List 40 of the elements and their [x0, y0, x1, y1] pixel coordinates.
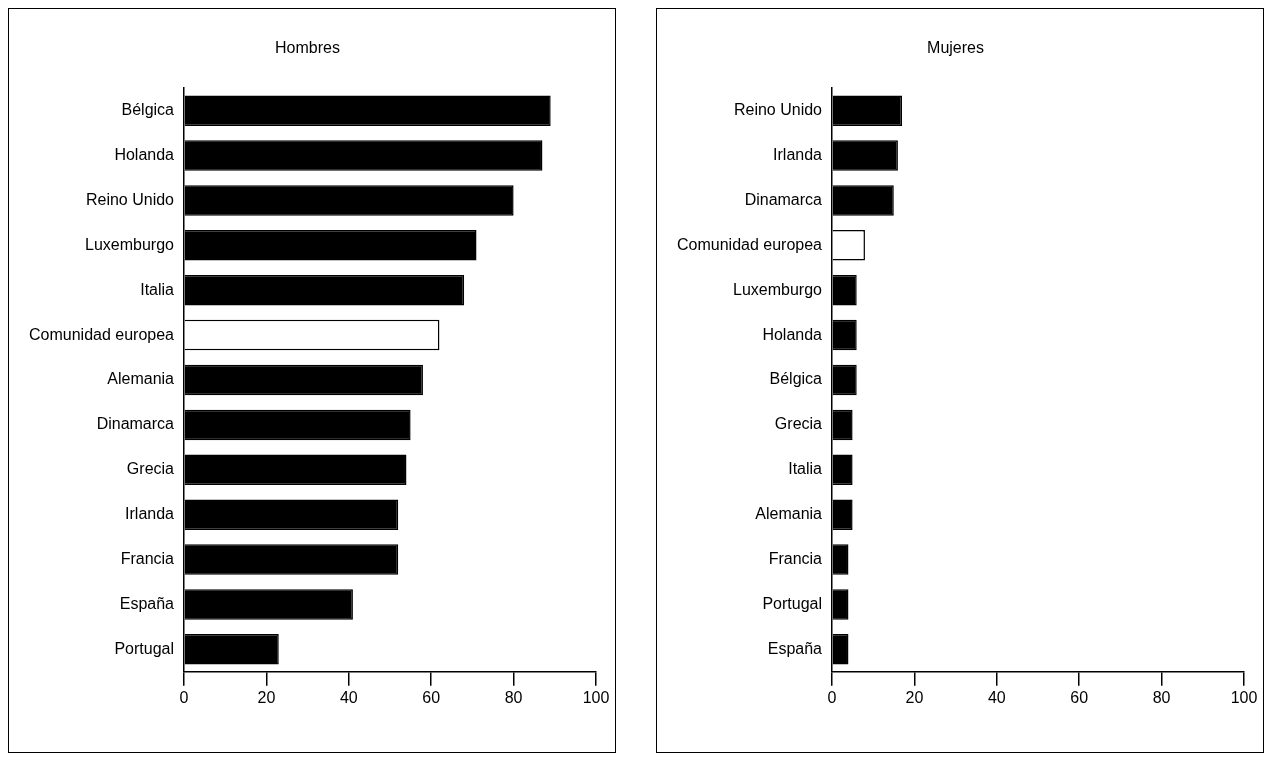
y-tick-label: Luxemburgo — [733, 280, 823, 298]
y-tick-label: Dinamarca — [96, 415, 175, 433]
y-tick-label: Francia — [120, 549, 175, 567]
y-tick-label: Portugal — [114, 639, 174, 657]
y-tick-label: Alemania — [107, 370, 175, 388]
y-tick-label: Luxemburgo — [85, 235, 175, 253]
y-tick-label: Holanda — [762, 325, 823, 343]
y-tick-label: Bélgica — [121, 101, 175, 119]
y-tick-label: Italia — [140, 280, 175, 298]
x-tick-label: 20 — [257, 688, 276, 706]
x-tick-label: 60 — [422, 688, 441, 706]
y-tick-label: Grecia — [126, 460, 175, 478]
x-tick-label: 40 — [339, 688, 358, 706]
y-tick-label: España — [767, 639, 823, 657]
y-tick-label: Holanda — [114, 145, 175, 163]
chart-title: Mujeres — [927, 39, 984, 57]
x-tick-label: 0 — [827, 688, 837, 706]
y-tick-label: España — [119, 594, 175, 612]
y-tick-label: Comunidad europea — [676, 235, 823, 253]
y-tick-label: Reino Unido — [85, 190, 175, 208]
x-tick-label: 60 — [1070, 688, 1089, 706]
y-tick-label: Irlanda — [773, 145, 823, 163]
x-tick-label: 100 — [582, 688, 610, 706]
y-tick-label: Dinamarca — [744, 190, 823, 208]
x-tick-label: 40 — [987, 688, 1006, 706]
y-tick-label: Reino Unido — [733, 101, 823, 119]
chart-title: Hombres — [275, 39, 340, 57]
y-tick-label: Comunidad europea — [28, 325, 175, 343]
y-tick-label: Alemania — [755, 505, 823, 523]
x-tick-label: 80 — [504, 688, 523, 706]
y-tick-label: Bélgica — [769, 370, 823, 388]
y-tick-label: Grecia — [774, 415, 823, 433]
x-tick-label: 0 — [179, 688, 189, 706]
x-tick-label: 20 — [905, 688, 924, 706]
y-tick-label: Francia — [768, 549, 823, 567]
y-tick-label: Italia — [788, 460, 823, 478]
y-tick-label: Portugal — [762, 594, 822, 612]
x-tick-label: 80 — [1152, 688, 1171, 706]
y-tick-label: Irlanda — [125, 505, 175, 523]
x-tick-label: 100 — [1230, 688, 1258, 706]
